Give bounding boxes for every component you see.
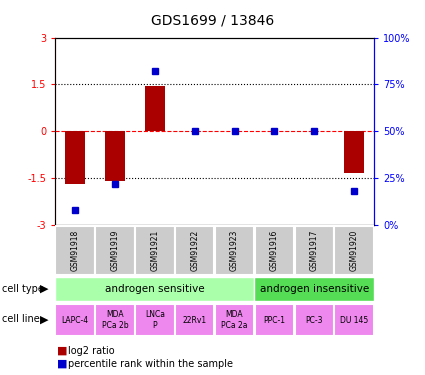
Text: androgen insensitive: androgen insensitive bbox=[260, 284, 369, 294]
Text: cell type: cell type bbox=[2, 284, 44, 294]
Text: ■: ■ bbox=[57, 359, 68, 369]
Text: GSM91922: GSM91922 bbox=[190, 230, 199, 271]
Text: GSM91916: GSM91916 bbox=[270, 230, 279, 271]
Bar bbox=[334, 304, 374, 336]
Text: PPC-1: PPC-1 bbox=[264, 316, 286, 324]
Text: GSM91919: GSM91919 bbox=[110, 230, 119, 271]
Bar bbox=[175, 304, 214, 336]
Bar bbox=[95, 226, 135, 275]
Bar bbox=[295, 304, 334, 336]
Text: percentile rank within the sample: percentile rank within the sample bbox=[68, 359, 233, 369]
Bar bbox=[135, 226, 175, 275]
Bar bbox=[55, 304, 95, 336]
Text: GSM91920: GSM91920 bbox=[350, 230, 359, 271]
Text: ▶: ▶ bbox=[40, 284, 49, 294]
Text: LAPC-4: LAPC-4 bbox=[62, 316, 89, 324]
Bar bbox=[215, 226, 254, 275]
Bar bbox=[344, 131, 364, 173]
Bar bbox=[105, 131, 125, 181]
Text: cell line: cell line bbox=[2, 315, 40, 324]
Bar bbox=[255, 277, 374, 301]
Bar bbox=[255, 304, 294, 336]
Bar bbox=[295, 226, 334, 275]
Bar bbox=[255, 226, 294, 275]
Text: GSM91918: GSM91918 bbox=[71, 230, 79, 271]
Text: log2 ratio: log2 ratio bbox=[68, 346, 115, 355]
Text: GSM91923: GSM91923 bbox=[230, 230, 239, 271]
Bar bbox=[55, 226, 95, 275]
Bar bbox=[65, 131, 85, 184]
Bar bbox=[55, 277, 254, 301]
Bar bbox=[334, 226, 374, 275]
Bar bbox=[145, 86, 165, 131]
Text: ▶: ▶ bbox=[40, 315, 49, 324]
Text: PC-3: PC-3 bbox=[306, 316, 323, 324]
Text: LNCa
P: LNCa P bbox=[145, 310, 165, 330]
Text: DU 145: DU 145 bbox=[340, 316, 368, 324]
Bar bbox=[95, 304, 135, 336]
Text: ■: ■ bbox=[57, 346, 68, 355]
Bar bbox=[175, 226, 214, 275]
Text: 22Rv1: 22Rv1 bbox=[183, 316, 207, 324]
Text: MDA
PCa 2b: MDA PCa 2b bbox=[102, 310, 128, 330]
Text: GSM91921: GSM91921 bbox=[150, 230, 159, 271]
Text: MDA
PCa 2a: MDA PCa 2a bbox=[221, 310, 248, 330]
Bar bbox=[215, 304, 254, 336]
Bar bbox=[135, 304, 175, 336]
Text: GDS1699 / 13846: GDS1699 / 13846 bbox=[151, 13, 274, 27]
Text: GSM91917: GSM91917 bbox=[310, 230, 319, 271]
Text: androgen sensitive: androgen sensitive bbox=[105, 284, 205, 294]
